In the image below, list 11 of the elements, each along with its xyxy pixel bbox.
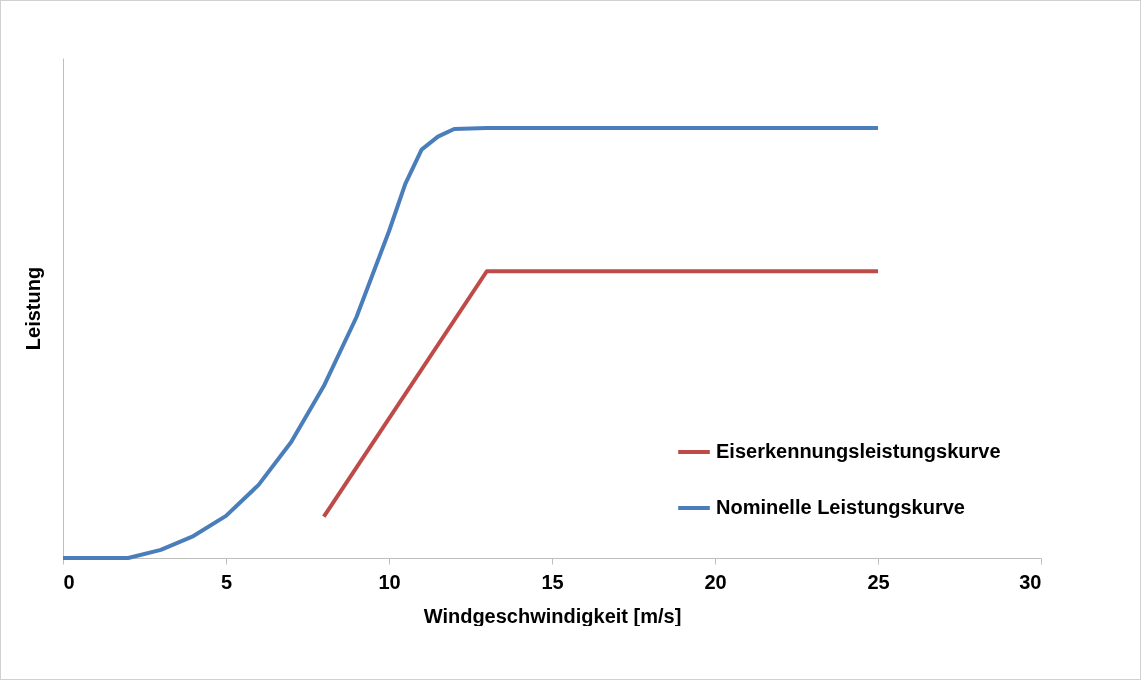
- x-tick-label: 30: [1019, 570, 1042, 593]
- legend-label: Nominelle Leistungskurve: [716, 496, 965, 518]
- legend-label: Eiserkennungsleistungskurve: [716, 440, 1001, 462]
- x-tick-label: 15: [541, 570, 564, 593]
- x-axis-title: Windgeschwindigkeit [m/s]: [423, 604, 682, 627]
- x-tick-label: 0: [63, 570, 75, 593]
- x-tick-label: 10: [378, 570, 401, 593]
- x-tick-label: 5: [220, 570, 233, 593]
- x-tick-label: 25: [867, 570, 890, 593]
- y-axis-title: Leistung: [21, 266, 44, 351]
- x-tick-label: 20: [704, 570, 727, 593]
